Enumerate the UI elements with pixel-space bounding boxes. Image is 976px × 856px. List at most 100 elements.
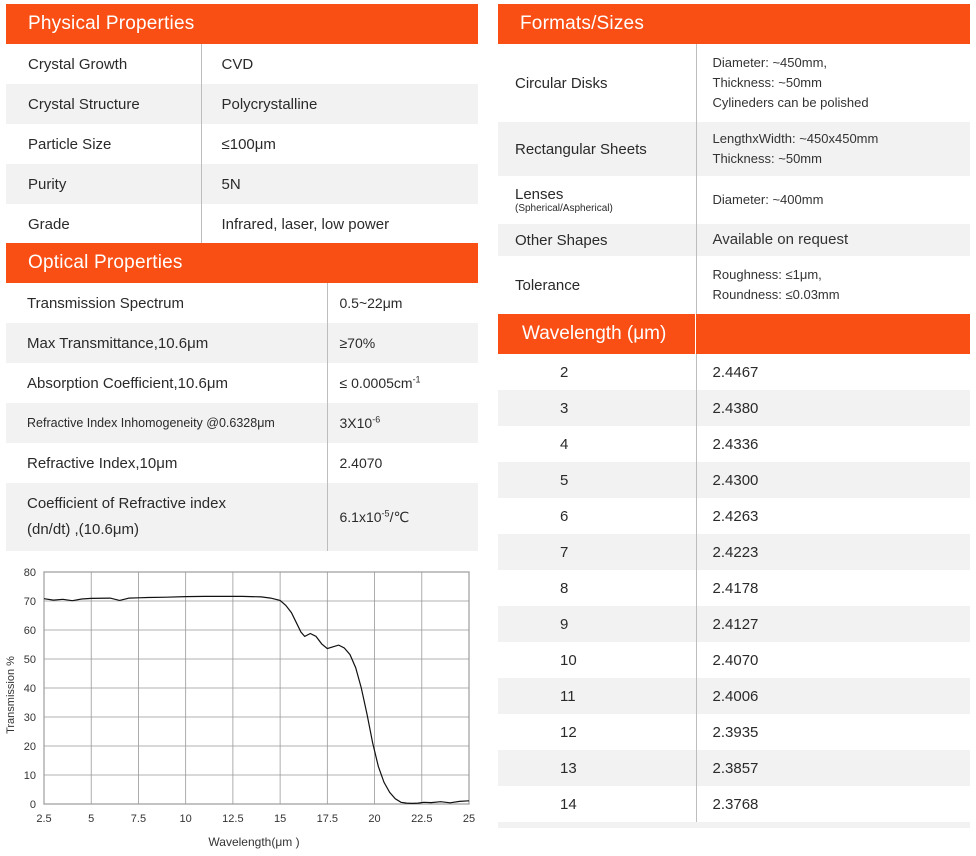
table-row: Circular Disks Diameter: ~450mm, Thickness…: [498, 44, 970, 122]
index-cell: 2.4070: [712, 651, 759, 669]
y-axis-label: Transmission %: [5, 656, 17, 734]
table-row: 8 2.4178: [498, 570, 970, 606]
property-key: Crystal Growth: [6, 44, 202, 84]
table-row: 6 2.4263: [498, 498, 970, 534]
wavelength-cell: 4: [498, 426, 697, 462]
transmission-chart: 2.5 5 7.5 10 12.5 15 17.5 20 22.5 25 0 10 20 30 40 50 6…: [5, 567, 475, 849]
format-value: Diameter: ~400mm: [712, 192, 824, 207]
y-tick-label: 50: [24, 654, 36, 666]
property-key: Refractive Index Inhomogeneity @0.6328μm: [6, 403, 328, 443]
table-row: 11 2.4006: [498, 678, 970, 714]
format-value: Available on request: [696, 224, 970, 256]
property-key: Grade: [6, 204, 202, 244]
x-tick-label: 10: [180, 813, 192, 825]
index-cell: 2.4380: [696, 390, 970, 426]
formats-sizes-panel: Formats/Sizes Circular Disks Diameter: ~4…: [498, 4, 970, 314]
x-tick-label: 2.5: [36, 813, 51, 825]
table-row: 10 2.4070: [498, 642, 970, 678]
wavelength-header-blank: [696, 314, 970, 354]
property-key: Coefficient of Refractive index (dn/dt) ,…: [6, 483, 328, 551]
y-tick-label: 60: [24, 625, 36, 637]
table-row: Max Transmittance,10.6μm ≥70%: [6, 323, 478, 363]
y-axis-ticks: 0 10 20 30 40 50 60 70 80: [24, 567, 36, 811]
x-tick-label: 12.5: [222, 813, 243, 825]
table-row: Purity 5N: [6, 164, 478, 204]
table-row: Lenses (Spherical/Aspherical) Diameter: ~4…: [498, 176, 970, 224]
wavelength-panel: Wavelength (μm) 2 2.4467 3 2.4380 4 2.4336 …: [498, 314, 970, 828]
table-row: 2 2.4467: [498, 354, 970, 390]
x-tick-label: 17.5: [317, 813, 338, 825]
wavelength-cell: 5: [498, 462, 697, 498]
y-tick-label: 40: [24, 683, 36, 695]
x-tick-label: 5: [88, 813, 94, 825]
format-value: Roughness: ≤1μm, Roundness: ≤0.03mm: [712, 267, 840, 302]
table-row: 5 2.4300: [498, 462, 970, 498]
optical-properties-header: Optical Properties: [6, 243, 478, 283]
x-tick-label: 15: [274, 813, 286, 825]
index-cell: 2.4300: [696, 462, 970, 498]
table-row: Other Shapes Available on request: [498, 224, 970, 256]
property-key: Refractive Index,10μm: [6, 443, 328, 483]
x-axis-label: Wavelength(μm ): [208, 835, 299, 849]
table-row: 9 2.4127: [498, 606, 970, 642]
table-row: Particle Size ≤100μm: [6, 124, 478, 164]
index-cell: 2.4178: [712, 579, 759, 597]
wavelength-header: Wavelength (μm): [498, 314, 970, 354]
y-tick-label: 30: [24, 712, 36, 724]
table-row: 12 2.3935: [498, 714, 970, 750]
index-cell: 2.3935: [712, 723, 759, 741]
formats-sizes-table: Circular Disks Diameter: ~450mm, Thickness…: [498, 44, 970, 314]
physical-properties-panel: Physical Properties Crystal Growth CVD Cr…: [6, 4, 478, 244]
wavelength-cell: 8: [498, 570, 697, 606]
format-key: Circular Disks: [498, 44, 697, 122]
y-tick-label: 80: [24, 567, 36, 579]
table-row: Crystal Structure Polycrystalline: [6, 84, 478, 124]
format-key: Other Shapes: [498, 224, 697, 256]
y-tick-label: 70: [24, 596, 36, 608]
wavelength-cell: 6: [498, 498, 697, 534]
wavelength-cell: 12: [498, 714, 697, 750]
x-tick-label: 25: [463, 813, 475, 825]
wavelength-cell: 3: [498, 390, 697, 426]
table-row: Tolerance Roughness: ≤1μm, Roundness: ≤0.0…: [498, 256, 970, 314]
property-value: ≥70%: [327, 323, 478, 363]
chart-grid: [43, 571, 470, 805]
property-value: ≤ 0.0005cm-1: [339, 374, 421, 391]
y-tick-label: 20: [24, 741, 36, 753]
table-row: 7 2.4223: [498, 534, 970, 570]
table-row: Crystal Growth CVD: [6, 44, 478, 84]
property-value: 3X10-6: [327, 403, 478, 443]
y-tick-label: 10: [24, 770, 36, 782]
property-value: Polycrystalline: [201, 84, 478, 124]
property-key: Crystal Structure: [6, 84, 202, 124]
index-cell: 2.3857: [696, 750, 970, 786]
property-key: Max Transmittance,10.6μm: [6, 323, 328, 363]
property-value: CVD: [221, 55, 254, 73]
property-value: Infrared, laser, low power: [221, 215, 390, 233]
formats-sizes-header: Formats/Sizes: [498, 4, 970, 44]
wavelength-cell: 10: [498, 642, 697, 678]
wavelength-cell: 14: [498, 786, 697, 822]
table-row: 13 2.3857: [498, 750, 970, 786]
x-tick-label: 22.5: [411, 813, 432, 825]
property-value: 2.4070: [339, 455, 383, 471]
x-tick-label: 20: [368, 813, 380, 825]
wavelength-cell: 13: [498, 750, 697, 786]
table-row: Refractive Index Inhomogeneity @0.6328μm…: [6, 403, 478, 443]
wavelength-table: 2 2.4467 3 2.4380 4 2.4336 5 2.4300 6 2.4263 …: [498, 354, 970, 822]
physical-properties-header: Physical Properties: [6, 4, 478, 44]
property-key: Purity: [6, 164, 202, 204]
property-key: Particle Size: [6, 124, 202, 164]
y-tick-label: 0: [30, 799, 36, 811]
table-row: Coefficient of Refractive index (dn/dt) ,…: [6, 483, 478, 551]
table-row: 4 2.4336: [498, 426, 970, 462]
wavelength-cell: 2: [498, 354, 697, 390]
property-value: 6.1x10-5/℃: [327, 483, 478, 551]
index-cell: 2.3768: [712, 795, 759, 813]
x-axis-ticks: 2.5 5 7.5 10 12.5 15 17.5 20 22.5 25: [36, 813, 475, 825]
format-key: Tolerance: [498, 256, 697, 314]
format-key: Rectangular Sheets: [498, 122, 697, 176]
table-row: 3 2.4380: [498, 390, 970, 426]
table-footer-strip: [498, 822, 970, 828]
table-row: Absorption Coefficient,10.6μm ≤ 0.0005cm-…: [6, 363, 478, 403]
